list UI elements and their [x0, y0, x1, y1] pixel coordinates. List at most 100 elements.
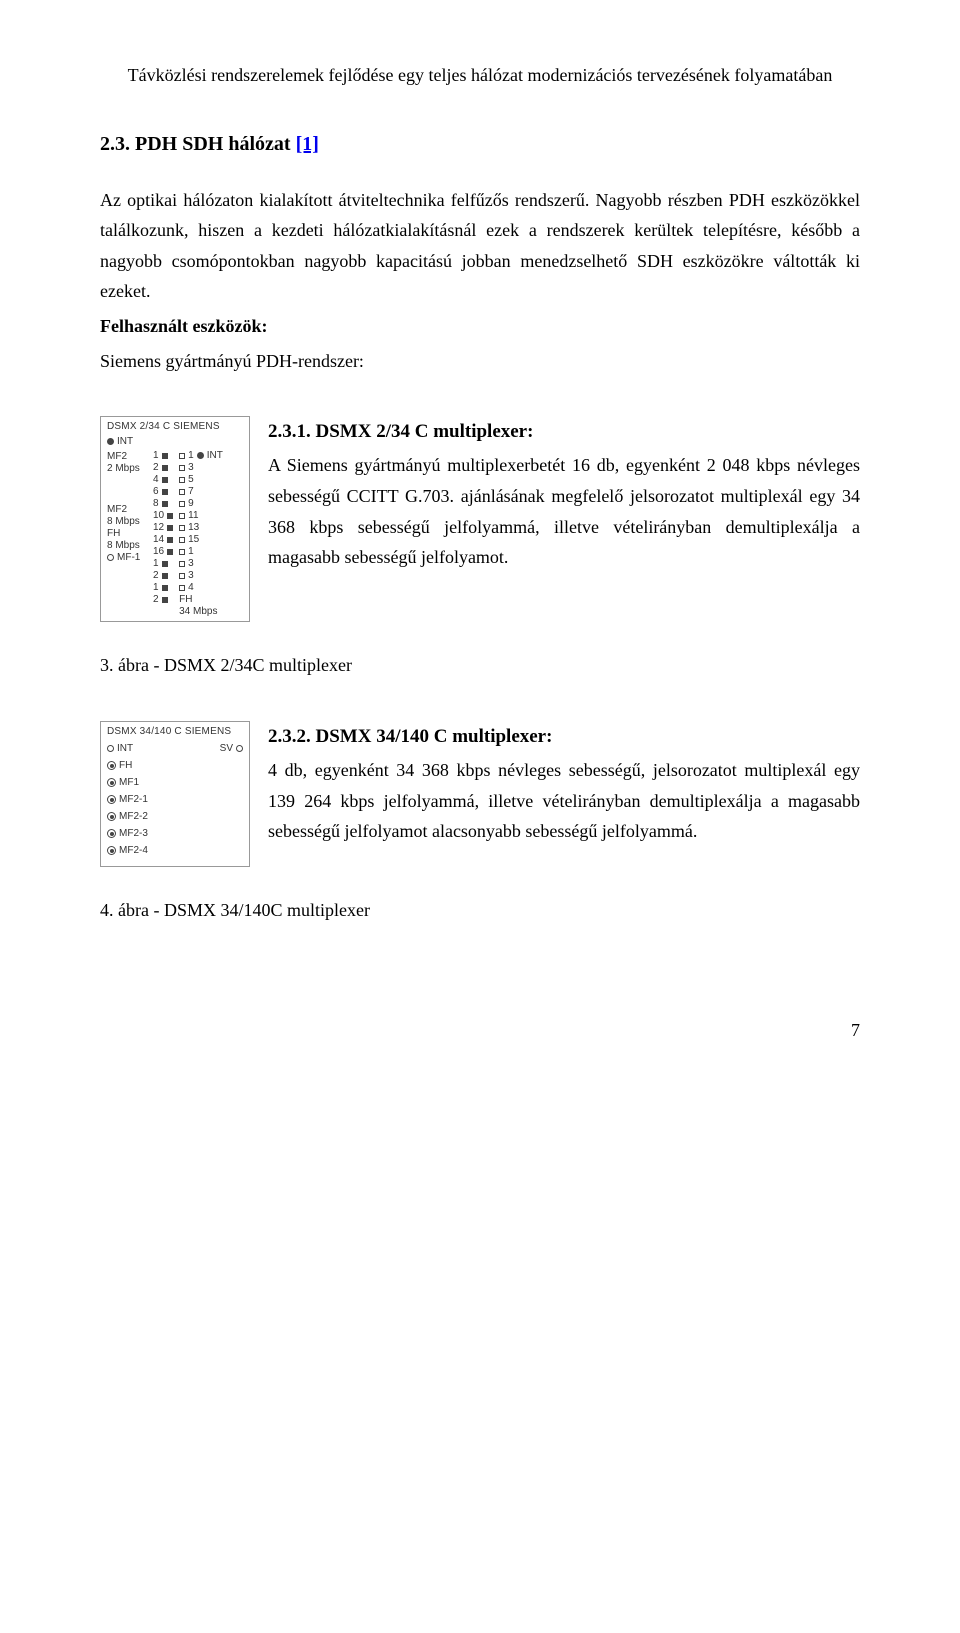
port-icon — [162, 597, 168, 603]
port-icon — [179, 537, 185, 543]
subsection-231-text: 2.3.1. DSMX 2/34 C multiplexer: A Siemen… — [268, 416, 860, 573]
section-title: PDH SDH hálózat — [135, 133, 291, 155]
running-header: Távközlési rendszerelemek fejlődése egy … — [100, 60, 860, 91]
fig-label: FH — [119, 760, 132, 771]
fig-label: MF2-3 — [119, 828, 148, 839]
figure-dsmx-2-34: DSMX 2/34 C SIEMENS INT MF2 2 Mbps MF2 8… — [100, 416, 250, 622]
port-icon — [179, 513, 185, 519]
fig-label: INT — [207, 450, 223, 461]
fig-label: MF-1 — [117, 552, 140, 563]
figure-title: DSMX 2/34 C SIEMENS — [107, 421, 243, 432]
port-icon — [162, 477, 168, 483]
fig-num: 11 — [188, 510, 198, 521]
fig-num: 1 — [153, 558, 159, 569]
fig-num: 2 — [153, 570, 159, 581]
fig-num: 5 — [188, 474, 194, 485]
fig-num: 1 — [153, 582, 159, 593]
subsection-232-heading: 2.3.2. DSMX 34/140 C multiplexer: — [268, 721, 860, 753]
port-icon — [179, 561, 185, 567]
port-icon — [162, 465, 168, 471]
fig-num: 12 — [153, 522, 164, 533]
port-icon — [179, 525, 185, 531]
fig-label: MF2 — [107, 504, 127, 515]
intro-paragraph: Az optikai hálózaton kialakított átvitel… — [100, 185, 860, 307]
port-icon — [162, 501, 168, 507]
fig-num: 15 — [188, 534, 199, 545]
led-icon — [107, 761, 116, 770]
fig-num: 6 — [153, 486, 159, 497]
port-icon — [179, 465, 185, 471]
fig-num: 13 — [188, 522, 199, 533]
port-icon — [167, 537, 173, 543]
led-icon — [107, 829, 116, 838]
subsection-232-text: 2.3.2. DSMX 34/140 C multiplexer: 4 db, … — [268, 721, 860, 847]
fig-label: INT — [117, 436, 157, 447]
fig-label: 2 Mbps — [107, 463, 140, 474]
citation-link[interactable]: [1] — [296, 133, 319, 155]
led-icon — [107, 554, 114, 561]
fig-label: MF2-2 — [119, 811, 148, 822]
fig-num: 1 — [188, 450, 194, 461]
fig-num: 3 — [188, 570, 194, 581]
siemens-subline: Siemens gyártmányú PDH-rendszer: — [100, 346, 860, 377]
used-devices-label: Felhasznált eszközök: — [100, 311, 860, 342]
led-icon — [107, 795, 116, 804]
port-icon — [162, 489, 168, 495]
fig-label: 8 Mbps — [107, 540, 140, 551]
port-icon — [167, 525, 173, 531]
fig-label: MF1 — [119, 777, 139, 788]
fig-label: INT — [117, 743, 135, 754]
figure-dsmx-34-140: DSMX 34/140 C SIEMENS INT SV FH MF1 MF2-… — [100, 721, 250, 867]
port-icon — [162, 561, 168, 567]
fig-num: 1 — [188, 546, 194, 557]
fig-label: FH — [107, 528, 120, 539]
fig-num: 3 — [188, 462, 194, 473]
fig-label: MF2 — [107, 451, 127, 462]
subsection-232-body: 4 db, egyenként 34 368 kbps névleges seb… — [268, 760, 860, 841]
fig-num: 8 — [153, 498, 159, 509]
section-heading: 2.3. PDH SDH hálózat [1] — [100, 127, 860, 161]
led-icon — [107, 812, 116, 821]
page-number: 7 — [100, 1015, 860, 1046]
figure-title: DSMX 34/140 C SIEMENS — [107, 726, 243, 737]
led-icon — [107, 438, 114, 445]
port-icon — [179, 549, 185, 555]
figure-4-caption: 4. ábra - DSMX 34/140C multiplexer — [100, 895, 860, 926]
led-icon — [107, 846, 116, 855]
section-number: 2.3. — [100, 133, 130, 155]
led-icon — [107, 778, 116, 787]
fig-label: SV — [220, 743, 233, 754]
port-icon — [162, 453, 168, 459]
port-icon — [162, 585, 168, 591]
port-icon — [167, 513, 173, 519]
subsection-231-row: DSMX 2/34 C SIEMENS INT MF2 2 Mbps MF2 8… — [100, 416, 860, 622]
fig-num: 2 — [153, 462, 159, 473]
subsection-231-heading: 2.3.1. DSMX 2/34 C multiplexer: — [268, 416, 860, 448]
fig-num: 2 — [153, 594, 159, 605]
fig-num: 4 — [188, 582, 194, 593]
fig-num: 9 — [188, 498, 194, 509]
fig-label: FH — [179, 594, 192, 605]
fig-label: MF2-1 — [119, 794, 148, 805]
port-icon — [179, 477, 185, 483]
fig-num: 3 — [188, 558, 194, 569]
led-icon — [107, 745, 114, 752]
fig-label: 34 Mbps — [179, 606, 217, 617]
fig-num: 16 — [153, 546, 164, 557]
fig-num: 4 — [153, 474, 159, 485]
fig-num: 14 — [153, 534, 164, 545]
port-icon — [179, 501, 185, 507]
fig-label: MF2-4 — [119, 845, 148, 856]
fig-num: 7 — [188, 486, 194, 497]
subsection-231-body: A Siemens gyártmányú multiplexerbetét 16… — [268, 455, 860, 567]
port-icon — [179, 453, 185, 459]
subsection-232-row: DSMX 34/140 C SIEMENS INT SV FH MF1 MF2-… — [100, 721, 860, 867]
port-icon — [179, 573, 185, 579]
fig-num: 1 — [153, 450, 159, 461]
led-icon — [236, 745, 243, 752]
port-icon — [179, 585, 185, 591]
port-icon — [179, 489, 185, 495]
led-icon — [197, 452, 204, 459]
fig-num: 10 — [153, 510, 164, 521]
figure-3-caption: 3. ábra - DSMX 2/34C multiplexer — [100, 650, 860, 681]
